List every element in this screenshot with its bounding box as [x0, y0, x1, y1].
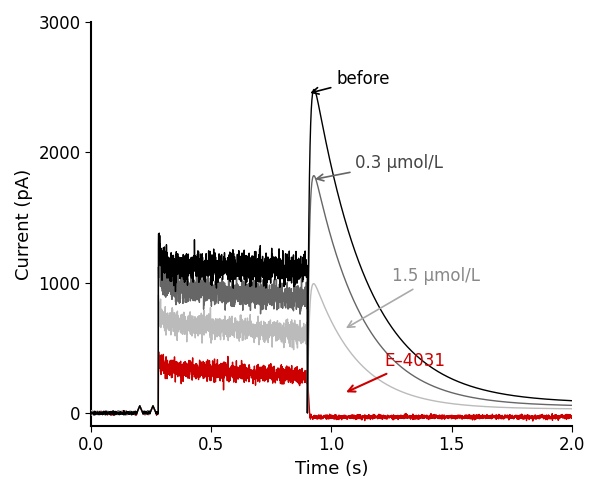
Text: E–4031: E–4031 — [348, 352, 445, 391]
Text: 1.5 μmol/L: 1.5 μmol/L — [347, 267, 479, 327]
Y-axis label: Current (pA): Current (pA) — [15, 169, 33, 280]
X-axis label: Time (s): Time (s) — [295, 460, 368, 478]
Text: 0.3 μmol/L: 0.3 μmol/L — [317, 154, 443, 181]
Text: before: before — [312, 70, 390, 94]
